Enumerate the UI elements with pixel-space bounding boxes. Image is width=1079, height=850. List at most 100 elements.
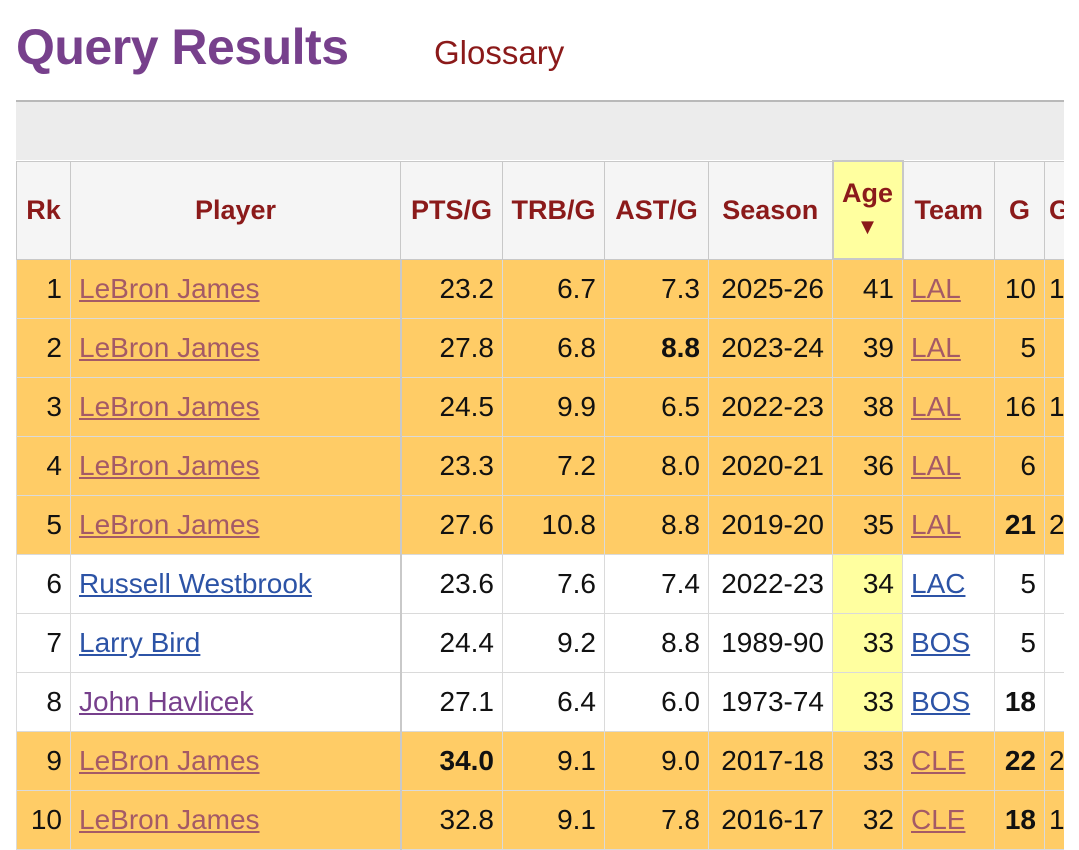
cell-age: 33 bbox=[832, 731, 903, 791]
table-body: 1 LeBron James 23.2 6.7 7.3 2025-26 41 L… bbox=[16, 258, 1064, 850]
cell-season: 2016-17 bbox=[708, 790, 833, 850]
column-header-trb[interactable]: TRB/G bbox=[502, 160, 605, 260]
cell-trb: 9.1 bbox=[502, 731, 605, 791]
team-link[interactable]: BOS bbox=[911, 686, 971, 717]
cell-rk: 1 bbox=[16, 258, 71, 319]
player-link[interactable]: LeBron James bbox=[79, 509, 260, 540]
cell-rk: 6 bbox=[16, 554, 71, 614]
table-row: 2 LeBron James 27.8 6.8 8.8 2023-24 39 L… bbox=[16, 318, 1064, 378]
column-header-ast[interactable]: AST/G bbox=[604, 160, 709, 260]
glossary-link[interactable]: Glossary bbox=[434, 34, 565, 71]
player-link[interactable]: Larry Bird bbox=[79, 627, 201, 658]
cell-player: LeBron James bbox=[70, 258, 402, 319]
header-divider bbox=[16, 100, 1064, 102]
cell-pts: 23.3 bbox=[400, 436, 503, 496]
sort-desc-icon: ▼ bbox=[856, 214, 879, 239]
cell-g: 16 bbox=[994, 377, 1045, 437]
cell-gs: 1 bbox=[1044, 377, 1064, 437]
cell-player: LeBron James bbox=[70, 790, 402, 850]
player-link[interactable]: LeBron James bbox=[79, 332, 260, 363]
player-link[interactable]: LeBron James bbox=[79, 450, 260, 481]
column-header-pts[interactable]: PTS/G bbox=[400, 160, 503, 260]
cell-ast: 7.3 bbox=[604, 258, 709, 319]
cell-season: 2020-21 bbox=[708, 436, 833, 496]
player-link[interactable]: LeBron James bbox=[79, 745, 260, 776]
cell-rk: 2 bbox=[16, 318, 71, 378]
table-row: 5 LeBron James 27.6 10.8 8.8 2019-20 35 … bbox=[16, 495, 1064, 555]
column-header-team[interactable]: Team bbox=[902, 160, 995, 260]
team-link[interactable]: LAL bbox=[911, 509, 961, 540]
table-row: 4 LeBron James 23.3 7.2 8.0 2020-21 36 L… bbox=[16, 436, 1064, 496]
cell-trb: 9.9 bbox=[502, 377, 605, 437]
cell-age: 36 bbox=[832, 436, 903, 496]
player-link[interactable]: John Havlicek bbox=[79, 686, 254, 717]
player-link[interactable]: LeBron James bbox=[79, 272, 260, 304]
team-link[interactable]: CLE bbox=[911, 804, 966, 835]
cell-ast: 7.4 bbox=[604, 554, 709, 614]
cell-gs bbox=[1044, 436, 1064, 496]
column-header-player[interactable]: Player bbox=[70, 160, 401, 260]
cell-g: 18 bbox=[994, 790, 1045, 850]
team-link[interactable]: LAL bbox=[911, 272, 961, 304]
table-row: 8 John Havlicek 27.1 6.4 6.0 1973-74 33 … bbox=[16, 672, 1064, 732]
cell-gs bbox=[1044, 613, 1064, 673]
cell-pts: 32.8 bbox=[400, 790, 503, 850]
table-row: 7 Larry Bird 24.4 9.2 8.8 1989-90 33 BOS… bbox=[16, 613, 1064, 673]
cell-team: LAL bbox=[902, 318, 995, 378]
column-header-g[interactable]: G bbox=[994, 160, 1045, 260]
cell-rk: 10 bbox=[16, 790, 71, 850]
cell-age: 34 bbox=[832, 554, 903, 614]
cell-season: 2023-24 bbox=[708, 318, 833, 378]
cell-team: LAL bbox=[902, 377, 995, 437]
team-link[interactable]: LAL bbox=[911, 450, 961, 481]
cell-season: 2017-18 bbox=[708, 731, 833, 791]
cell-rk: 4 bbox=[16, 436, 71, 496]
cell-player: LeBron James bbox=[70, 731, 402, 791]
cell-ast: 8.8 bbox=[604, 318, 709, 378]
column-header-age[interactable]: Age ▼ bbox=[831, 160, 904, 260]
team-link[interactable]: LAC bbox=[911, 568, 966, 599]
cell-age: 32 bbox=[832, 790, 903, 850]
column-header-age-label: Age bbox=[841, 178, 893, 208]
cell-pts: 34.0 bbox=[400, 731, 503, 791]
cell-pts: 27.8 bbox=[400, 318, 503, 378]
cell-gs: 1 bbox=[1044, 258, 1064, 319]
team-link[interactable]: CLE bbox=[911, 745, 966, 776]
player-link[interactable]: LeBron James bbox=[79, 804, 260, 835]
player-link[interactable]: LeBron James bbox=[79, 391, 260, 422]
column-header-rk[interactable]: Rk bbox=[16, 160, 71, 260]
results-table-container[interactable]: Rk Player PTS/G TRB/G AST/G Season Age ▼ … bbox=[16, 160, 1064, 850]
cell-trb: 9.2 bbox=[502, 613, 605, 673]
cell-season: 2019-20 bbox=[708, 495, 833, 555]
cell-trb: 6.8 bbox=[502, 318, 605, 378]
table-row: 9 LeBron James 34.0 9.1 9.0 2017-18 33 C… bbox=[16, 731, 1064, 791]
cell-pts: 27.1 bbox=[400, 672, 503, 732]
cell-team: BOS bbox=[902, 672, 995, 732]
table-row: 10 LeBron James 32.8 9.1 7.8 2016-17 32 … bbox=[16, 790, 1064, 850]
table-header-row: Rk Player PTS/G TRB/G AST/G Season Age ▼ … bbox=[16, 160, 1064, 260]
cell-g: 18 bbox=[994, 672, 1045, 732]
cell-player: LeBron James bbox=[70, 377, 402, 437]
cell-trb: 9.1 bbox=[502, 790, 605, 850]
cell-age: 33 bbox=[832, 672, 903, 732]
cell-pts: 24.4 bbox=[400, 613, 503, 673]
table-row: 3 LeBron James 24.5 9.9 6.5 2022-23 38 L… bbox=[16, 377, 1064, 437]
cell-g: 5 bbox=[994, 554, 1045, 614]
cell-g: 21 bbox=[994, 495, 1045, 555]
table-toolbar bbox=[16, 102, 1064, 160]
page-title: Query Results bbox=[16, 19, 349, 75]
cell-ast: 8.0 bbox=[604, 436, 709, 496]
cell-rk: 7 bbox=[16, 613, 71, 673]
cell-gs: 2 bbox=[1044, 731, 1064, 791]
team-link[interactable]: LAL bbox=[911, 332, 961, 363]
cell-season: 2025-26 bbox=[708, 258, 833, 319]
table-row: 6 Russell Westbrook 23.6 7.6 7.4 2022-23… bbox=[16, 554, 1064, 614]
team-link[interactable]: BOS bbox=[911, 627, 971, 658]
column-header-season[interactable]: Season bbox=[708, 160, 833, 260]
cell-age: 39 bbox=[832, 318, 903, 378]
team-link[interactable]: LAL bbox=[911, 391, 961, 422]
player-link[interactable]: Russell Westbrook bbox=[79, 568, 312, 599]
cell-season: 2022-23 bbox=[708, 554, 833, 614]
column-header-gs[interactable]: G bbox=[1044, 160, 1064, 260]
cell-season: 1973-74 bbox=[708, 672, 833, 732]
